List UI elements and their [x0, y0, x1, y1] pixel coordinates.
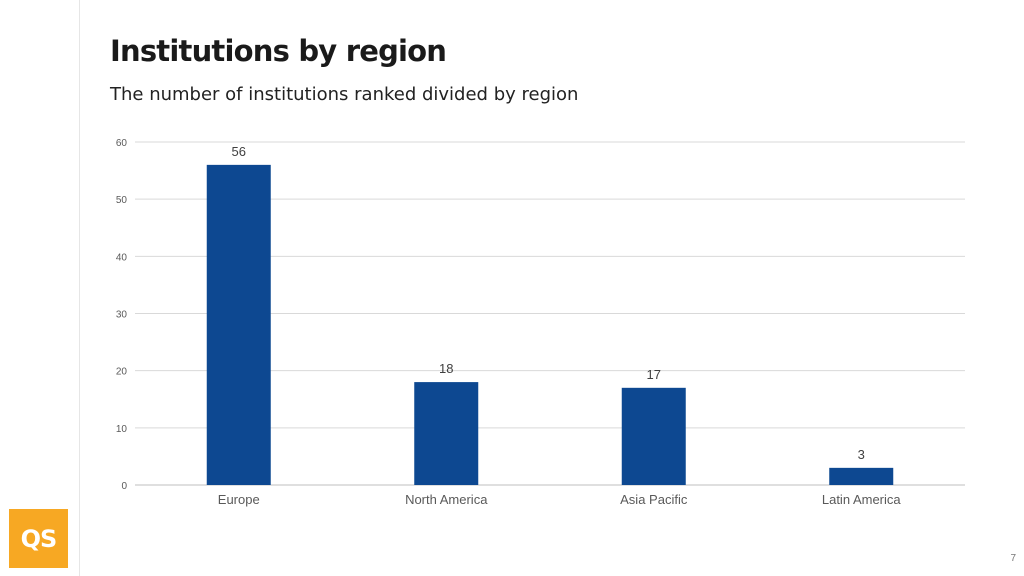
data-label: 17: [647, 367, 661, 382]
qs-logo: QS: [9, 509, 68, 568]
slide-subtitle: The number of institutions ranked divide…: [110, 84, 579, 105]
y-tick-label: 30: [116, 310, 128, 321]
y-tick-label: 10: [116, 424, 128, 435]
data-label: 3: [858, 447, 865, 462]
slide-title: Institutions by region: [110, 34, 447, 68]
page-number: 7: [1010, 553, 1016, 564]
bar: [829, 467, 894, 485]
bar-chart: 0 10 20 30 40 50 60 56 Europe 18 North America 17 As…: [116, 138, 965, 507]
y-tick-label: 60: [116, 138, 128, 149]
y-tick-label: 20: [116, 367, 128, 378]
logo-text: QS: [20, 524, 58, 553]
x-tick-label: North America: [405, 492, 488, 507]
x-tick-label: Latin America: [822, 492, 902, 507]
bar: [414, 382, 479, 485]
data-label: 18: [439, 361, 453, 376]
y-tick-label: 0: [121, 481, 127, 492]
bar: [621, 387, 686, 485]
left-divider: [79, 0, 80, 576]
x-tick-label: Europe: [218, 492, 260, 507]
bar: [206, 164, 271, 485]
y-tick-label: 50: [116, 195, 128, 206]
y-tick-label: 40: [116, 252, 128, 263]
data-label: 56: [232, 144, 246, 159]
x-tick-label: Asia Pacific: [620, 492, 688, 507]
